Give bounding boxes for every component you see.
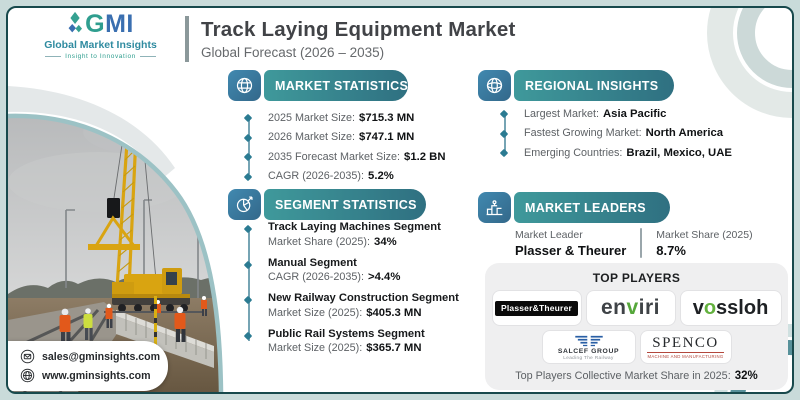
top-players-row-2: SALCEF GROUP Leading The Railway SPENCO … bbox=[542, 331, 731, 363]
list-item: Track Laying Machines Segment Market Sha… bbox=[244, 221, 459, 248]
spenco-logo: SPENCO MACHINE AND MANUFACTURING bbox=[640, 331, 731, 363]
section-header-market-leaders: MARKET LEADERS bbox=[478, 192, 670, 223]
market-leader-label: Market Leader bbox=[515, 228, 583, 241]
top-players-footer: Top Players Collective Market Share in 2… bbox=[515, 370, 758, 382]
list-item: CAGR (2026-2035): 5.2% bbox=[244, 167, 445, 187]
page-title: Track Laying Equipment Market bbox=[201, 18, 516, 41]
market-leaders-podium-icon bbox=[478, 192, 511, 223]
list-item: Manual Segment CAGR (2026-2035): >4.4% bbox=[244, 257, 459, 284]
gmi-diamonds-icon bbox=[68, 11, 83, 33]
market-share-label: Market Share (2025) bbox=[656, 228, 753, 241]
section-header-regional-insights: REGIONAL INSIGHTS bbox=[478, 70, 674, 101]
list-item: 2025 Market Size: $715.3 MN bbox=[244, 108, 445, 128]
list-item: 2035 Forecast Market Size: $1.2 BN bbox=[244, 147, 445, 167]
market-statistics-list: 2025 Market Size: $715.3 MN 2026 Market S… bbox=[244, 108, 445, 186]
section-title-regional-insights: REGIONAL INSIGHTS bbox=[514, 70, 674, 101]
vossloh-logo: v o ssloh bbox=[680, 291, 781, 325]
website-globe-icon bbox=[20, 368, 35, 383]
list-item: Emerging Countries: Brazil, Mexico, UAE bbox=[500, 143, 732, 163]
segment-statistics-list: Track Laying Machines Segment Market Sha… bbox=[244, 221, 459, 363]
workers-illustration bbox=[59, 296, 207, 356]
list-item: Largest Market: Asia Pacific bbox=[500, 104, 732, 124]
top-players-title: TOP PLAYERS bbox=[592, 271, 681, 285]
leaders-divider bbox=[640, 228, 643, 258]
market-share-value: 8.7% bbox=[656, 242, 686, 258]
market-leader-value: Plasser & Theurer bbox=[515, 242, 627, 258]
enviri-logo: en v iri bbox=[586, 291, 675, 325]
infographic-poster: GMI Global Market Insights Insight to In… bbox=[6, 6, 794, 394]
page-subtitle: Global Forecast (2026 – 2035) bbox=[201, 45, 385, 60]
list-item: Fastest Growing Market: North America bbox=[500, 124, 732, 144]
top-players-row-1: Plasser&Theurer en v iri v o ssloh bbox=[492, 291, 781, 325]
section-title-market-statistics: MARKET STATISTICS bbox=[264, 70, 409, 101]
plasser-theurer-logo: Plasser&Theurer bbox=[492, 291, 581, 325]
contact-card: sales@gminsights.com www.gminsights.com bbox=[8, 341, 168, 391]
gmi-logo-mark: GMI bbox=[67, 10, 134, 38]
logo-company-name: Global Market Insights bbox=[44, 39, 157, 51]
salcef-group-logo: SALCEF GROUP Leading The Railway bbox=[542, 331, 635, 363]
title-block: Track Laying Equipment Market Global For… bbox=[185, 16, 516, 62]
list-item: Public Rail Systems Segment Market Size … bbox=[244, 328, 459, 355]
section-header-segment-statistics: SEGMENT STATISTICS bbox=[228, 189, 426, 220]
gmi-letters-mi: MI bbox=[105, 9, 134, 38]
section-header-market-statistics: MARKET STATISTICS bbox=[228, 70, 409, 101]
section-title-segment-statistics: SEGMENT STATISTICS bbox=[264, 189, 426, 220]
list-item: New Railway Construction Segment Market … bbox=[244, 292, 459, 319]
section-title-market-leaders: MARKET LEADERS bbox=[514, 192, 670, 223]
top-players-box: TOP PLAYERS Plasser&Theurer en v iri v o ssl… bbox=[485, 263, 788, 390]
regional-insights-list: Largest Market: Asia Pacific Fastest Grow… bbox=[500, 104, 732, 163]
list-item: 2026 Market Size: $747.1 MN bbox=[244, 128, 445, 148]
gmi-wordmark: GMI bbox=[85, 9, 134, 38]
market-leader-column: Market Leader Plasser & Theurer bbox=[515, 229, 626, 258]
logo-tagline: Insight to Innovation bbox=[45, 53, 156, 60]
segment-statistics-pie-icon bbox=[228, 189, 261, 220]
email-icon bbox=[20, 349, 35, 364]
contact-email[interactable]: sales@gminsights.com bbox=[20, 347, 160, 366]
contact-website[interactable]: www.gminsights.com bbox=[20, 366, 158, 385]
market-leaders-summary: Market Leader Plasser & Theurer Market S… bbox=[515, 228, 753, 258]
gmi-letter-g: G bbox=[85, 9, 106, 38]
salcef-wings-icon bbox=[574, 335, 603, 346]
regional-insights-globe-icon bbox=[478, 70, 511, 101]
market-share-column: Market Share (2025) 8.7% bbox=[656, 229, 752, 258]
gmi-logo: GMI Global Market Insights Insight to In… bbox=[18, 10, 183, 60]
market-statistics-globe-icon bbox=[228, 70, 261, 101]
site-photo bbox=[8, 52, 248, 392]
